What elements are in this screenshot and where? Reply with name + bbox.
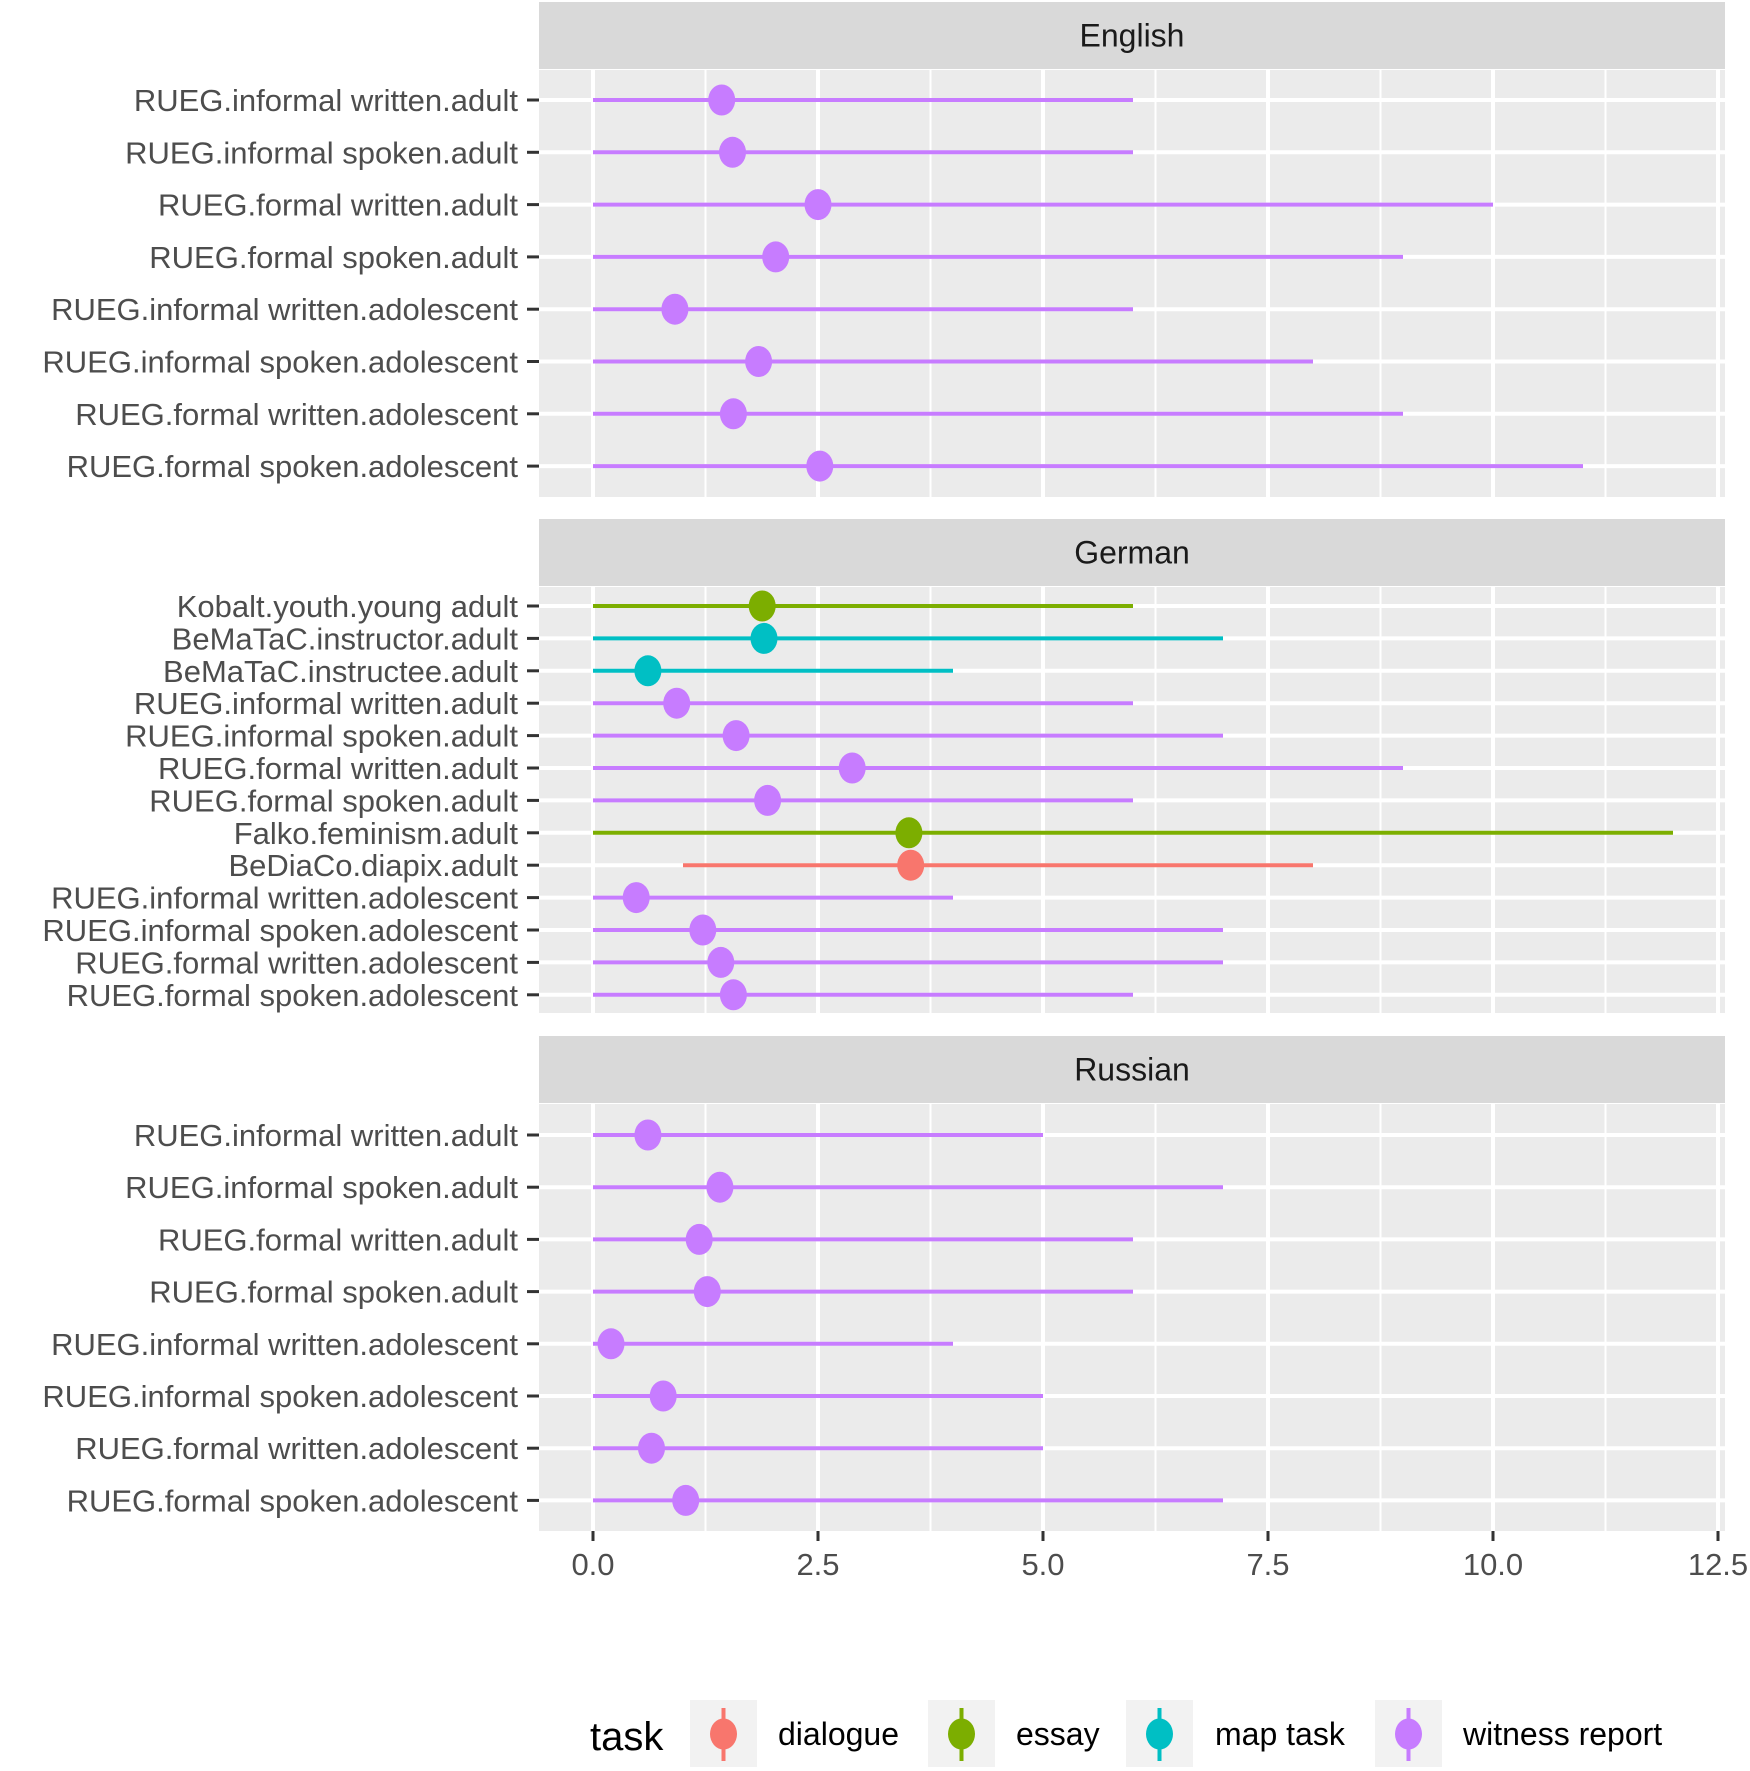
x-axis: 0.0 2.5 5.0 7.5 10.0 12.5 (571, 1531, 1748, 1582)
y-tick-label: BeDiaCo.diapix.adult (228, 848, 518, 883)
point-estimate (719, 979, 747, 1011)
y-tick-label: RUEG.informal spoken.adolescent (42, 1379, 518, 1414)
facet-russian: Russian RUEG.informal written.adult RUEG.i… (42, 1036, 1725, 1531)
y-tick-label: RUEG.informal spoken.adult (125, 1170, 518, 1205)
y-tick-label: BeMaTaC.instructee.adult (163, 654, 518, 689)
point-estimate (685, 1223, 713, 1255)
facet-strip-label: German (1074, 535, 1190, 571)
point-estimate (719, 136, 746, 168)
point-estimate (748, 590, 776, 622)
point-estimate (745, 346, 773, 377)
point-estimate (706, 1171, 734, 1203)
point-estimate (719, 398, 747, 430)
point-estimate (897, 849, 925, 881)
y-tick-label: RUEG.formal written.adult (158, 188, 518, 223)
facet-strip (539, 1036, 1725, 1103)
y-tick-label: RUEG.informal written.adolescent (51, 292, 518, 327)
panel-background (539, 70, 1725, 497)
y-tick-label: RUEG.informal written.adult (134, 686, 519, 721)
facet-strip (539, 519, 1725, 586)
legend-title: task (590, 1715, 664, 1759)
point-estimate (754, 784, 782, 816)
legend-item-dialogue: dialogue (690, 1700, 899, 1767)
point-estimate (804, 189, 832, 221)
x-tick-label: 12.5 (1688, 1547, 1748, 1582)
legend-key-point (1395, 1718, 1422, 1750)
y-tick-label: RUEG.formal spoken.adult (149, 783, 518, 818)
point-estimate (895, 817, 923, 849)
point-estimate (622, 882, 650, 914)
y-tick-label: RUEG.informal spoken.adolescent (42, 345, 518, 380)
point-estimate (634, 1119, 662, 1151)
point-estimate (708, 84, 736, 116)
y-tick-label: RUEG.informal spoken.adult (125, 719, 518, 754)
point-estimate (838, 752, 866, 784)
legend-item-map-task: map task (1126, 1700, 1346, 1767)
point-estimate (634, 655, 662, 687)
legend: task dialogue essay map task witness report (590, 1700, 1662, 1767)
y-tick-label: Kobalt.youth.young adult (177, 589, 519, 624)
point-estimate (722, 720, 750, 752)
x-tick-label: 5.0 (1021, 1547, 1064, 1582)
y-tick-label: RUEG.informal written.adolescent (51, 1327, 518, 1362)
point-estimate (638, 1432, 665, 1464)
y-tick-label: RUEG.informal written.adult (134, 1118, 519, 1153)
legend-item-essay: essay (928, 1700, 1100, 1767)
y-tick-label: RUEG.formal written.adolescent (75, 1431, 518, 1466)
legend-key-point (710, 1718, 737, 1750)
x-tick-label: 10.0 (1463, 1547, 1523, 1582)
legend-label: dialogue (778, 1716, 899, 1752)
x-tick-label: 0.0 (571, 1547, 614, 1582)
point-estimate (663, 687, 691, 719)
point-estimate (707, 946, 735, 978)
y-tick-label: RUEG.formal spoken.adolescent (67, 978, 519, 1013)
y-tick-label: RUEG.formal written.adolescent (75, 945, 518, 980)
y-tick-label: RUEG.formal written.adult (158, 1222, 518, 1257)
x-tick-label: 2.5 (796, 1547, 839, 1582)
y-tick-label: RUEG.formal spoken.adult (149, 1275, 518, 1310)
y-tick-label: RUEG.formal written.adult (158, 751, 518, 786)
point-estimate (597, 1328, 625, 1360)
facet-english: English RUEG.informal written.adult RUEG.i… (42, 2, 1725, 497)
y-tick-label: RUEG.formal spoken.adolescent (67, 1483, 519, 1518)
y-tick-label: RUEG.formal written.adolescent (75, 397, 518, 432)
legend-item-witness-report: witness report (1375, 1700, 1662, 1767)
y-tick-label: RUEG.formal spoken.adult (149, 240, 518, 275)
y-tick-label: RUEG.informal written.adult (134, 83, 519, 118)
point-estimate (689, 914, 717, 946)
point-estimate (649, 1380, 677, 1412)
x-tick-label: 7.5 (1246, 1547, 1289, 1582)
point-estimate (693, 1276, 721, 1308)
y-tick-label: RUEG.informal spoken.adolescent (42, 913, 518, 948)
legend-key-point (948, 1718, 975, 1750)
legend-label: witness report (1462, 1716, 1662, 1752)
y-tick-label: BeMaTaC.instructor.adult (172, 621, 519, 656)
panel-background (539, 1104, 1725, 1531)
facet-strip-label: Russian (1074, 1052, 1190, 1088)
y-tick-label: Falko.feminism.adult (234, 816, 519, 851)
point-estimate (750, 622, 778, 654)
y-tick-label: RUEG.informal spoken.adult (125, 135, 518, 170)
point-estimate (661, 293, 689, 325)
legend-key-point (1146, 1718, 1173, 1750)
facet-strip-label: English (1080, 18, 1185, 54)
legend-label: map task (1215, 1716, 1346, 1752)
y-tick-label: RUEG.informal written.adolescent (51, 881, 518, 916)
point-estimate (762, 241, 790, 273)
point-estimate (672, 1484, 700, 1516)
facet-strip (539, 2, 1725, 69)
y-tick-label: RUEG.formal spoken.adolescent (67, 449, 519, 484)
legend-label: essay (1016, 1716, 1100, 1752)
point-estimate (806, 450, 834, 482)
